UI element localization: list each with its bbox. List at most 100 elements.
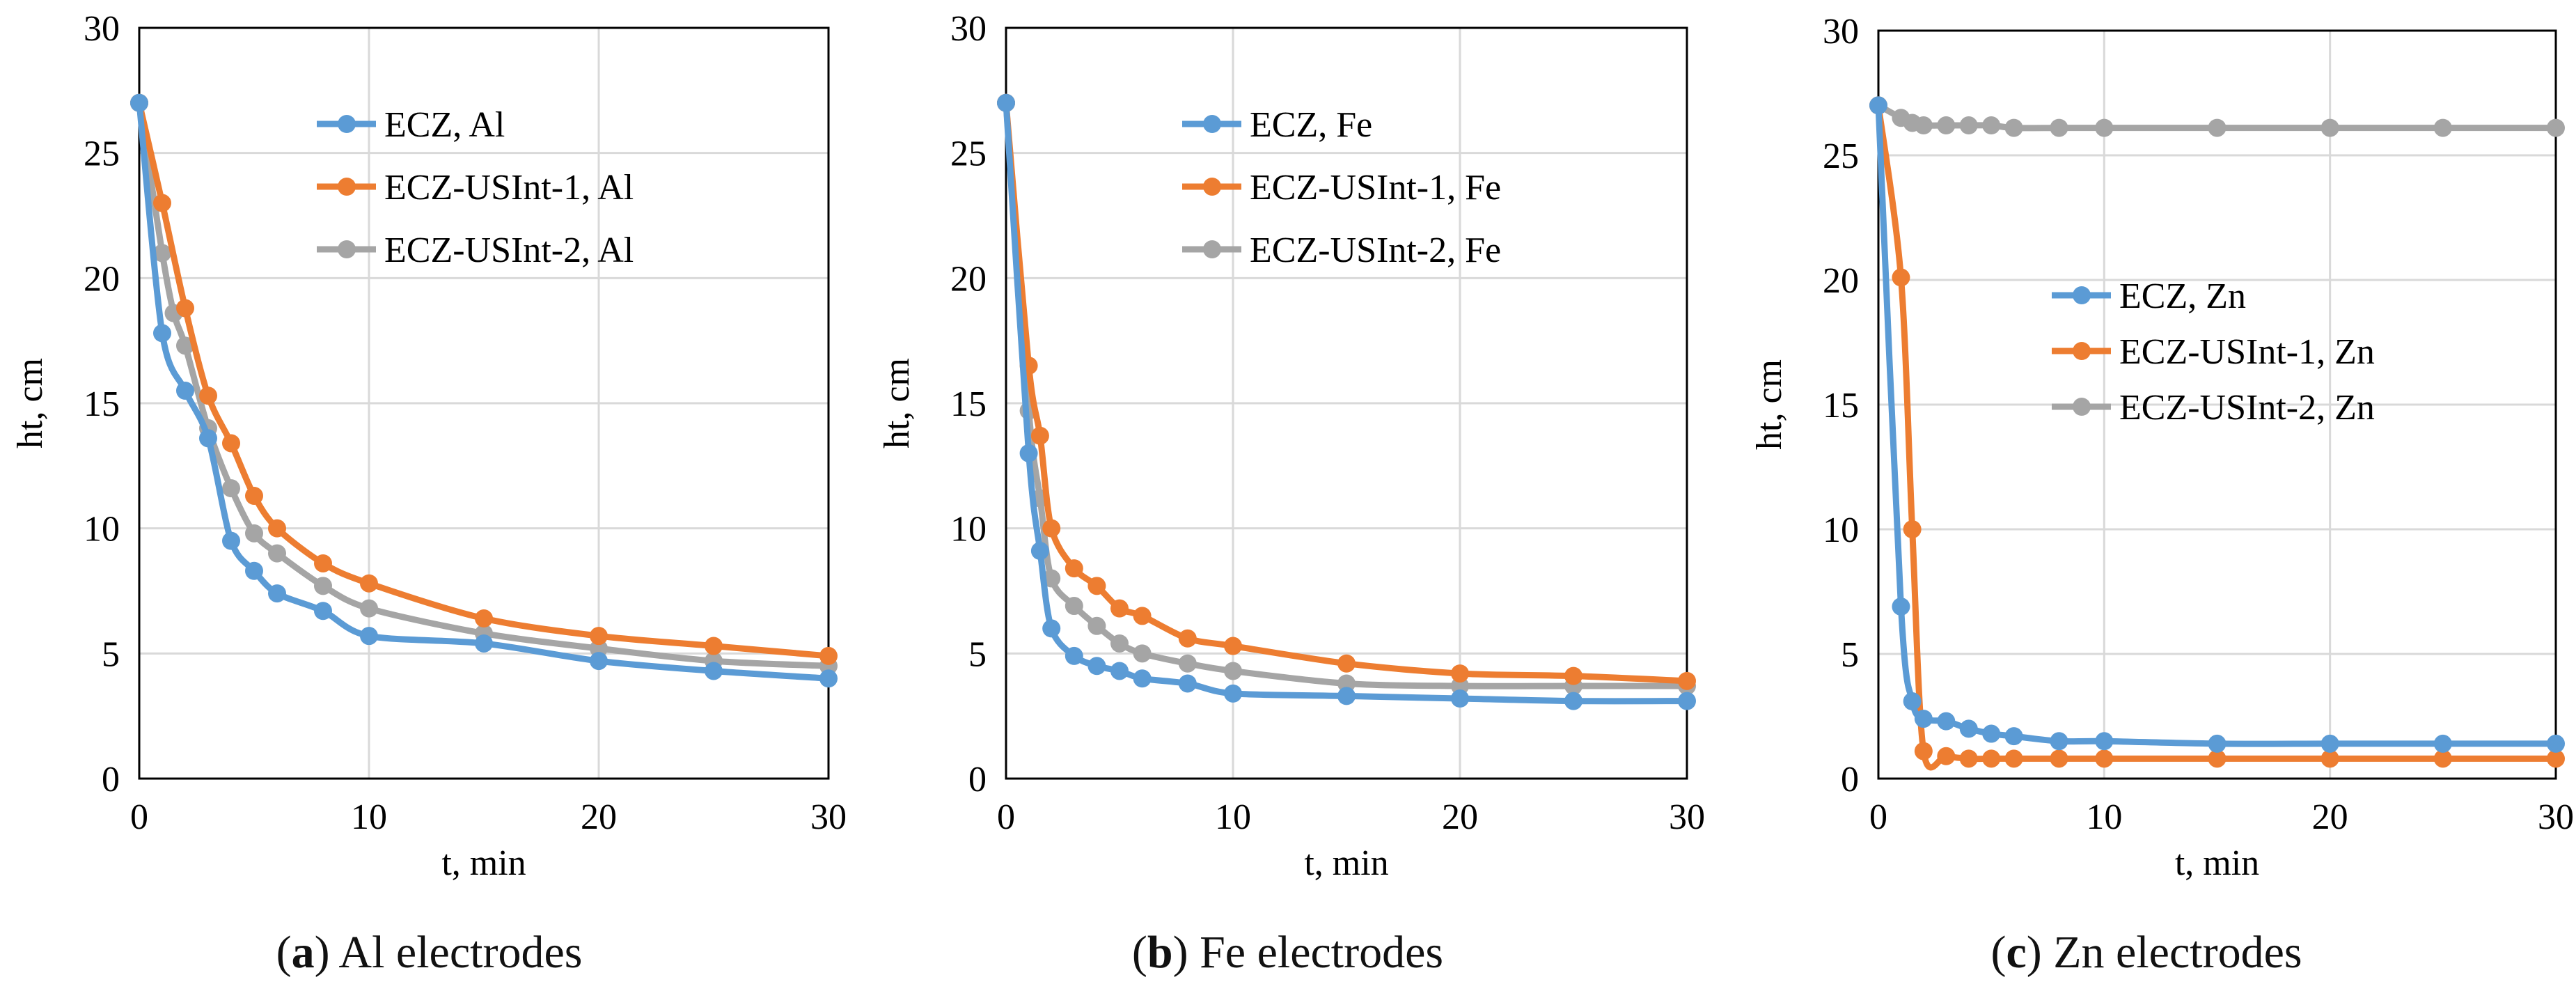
data-point bbox=[1982, 116, 2001, 135]
x-tick-label: 0 bbox=[1869, 797, 1887, 837]
y-tick-label: 20 bbox=[84, 259, 120, 299]
data-point bbox=[1937, 747, 1956, 765]
data-point bbox=[1224, 662, 1242, 680]
plot-area-frame bbox=[138, 26, 830, 780]
data-point bbox=[1982, 724, 2001, 743]
x-tick-label: 20 bbox=[2312, 797, 2348, 837]
data-point bbox=[1337, 687, 1356, 705]
data-point bbox=[1087, 577, 1106, 595]
data-point bbox=[1065, 646, 1083, 665]
x-tick-label: 0 bbox=[130, 797, 148, 837]
data-point bbox=[1042, 519, 1061, 538]
x-tick-label: 10 bbox=[351, 797, 387, 837]
y-tick-label: 10 bbox=[84, 510, 120, 549]
data-point bbox=[314, 554, 332, 572]
x-tick-label: 20 bbox=[581, 797, 617, 837]
data-point bbox=[360, 599, 378, 618]
data-point bbox=[360, 627, 378, 646]
y-tick-label: 5 bbox=[968, 634, 987, 674]
data-point bbox=[1959, 749, 1978, 768]
series-line-2 bbox=[1875, 104, 2556, 771]
data-point bbox=[1892, 597, 1910, 616]
data-point bbox=[1903, 520, 1922, 538]
data-point bbox=[153, 244, 171, 263]
data-point bbox=[1903, 692, 1922, 711]
data-point bbox=[153, 194, 171, 212]
data-point bbox=[2320, 749, 2339, 768]
data-point bbox=[2004, 118, 2023, 137]
data-point bbox=[176, 336, 194, 355]
y-tick-label: 5 bbox=[1841, 635, 1859, 675]
data-point bbox=[2095, 732, 2114, 751]
data-point bbox=[2208, 734, 2226, 753]
legend-swatch-marker bbox=[1203, 178, 1221, 196]
data-point bbox=[2547, 734, 2565, 753]
y-tick-label: 30 bbox=[84, 9, 120, 49]
data-point bbox=[1678, 692, 1696, 710]
data-point bbox=[222, 479, 240, 498]
data-point bbox=[1337, 674, 1356, 693]
data-point bbox=[2433, 118, 2452, 137]
legend-swatch-marker bbox=[1203, 240, 1221, 258]
data-point bbox=[222, 434, 240, 453]
caption-c: (c) Zn electrodes bbox=[1990, 927, 2302, 978]
data-point bbox=[268, 519, 286, 538]
data-point bbox=[1678, 671, 1696, 690]
data-point bbox=[1224, 684, 1242, 703]
legend-label: ECZ, Fe bbox=[1250, 105, 1372, 145]
data-point bbox=[2050, 749, 2068, 768]
data-point bbox=[222, 531, 240, 550]
data-point bbox=[1914, 710, 1933, 728]
data-point bbox=[2547, 118, 2565, 137]
x-tick-label: 30 bbox=[1669, 797, 1705, 837]
series-line-2 bbox=[136, 102, 829, 660]
caption-b-text: Fe electrodes bbox=[1200, 927, 1444, 978]
data-point bbox=[1178, 654, 1197, 673]
caption-a: (a) Al electrodes bbox=[276, 927, 583, 978]
data-point bbox=[2320, 734, 2339, 753]
data-point bbox=[997, 93, 1015, 112]
data-point bbox=[1110, 634, 1129, 653]
data-point bbox=[176, 382, 194, 400]
y-tick-label: 10 bbox=[1823, 510, 1859, 550]
y-tick-label: 20 bbox=[950, 259, 987, 299]
data-point bbox=[475, 634, 493, 653]
data-point bbox=[1451, 677, 1469, 696]
chart-panel-b: 0 5 10 15 20 25 30 0 10 20 30 t, min ht, cm ECZ, Fe EC… bbox=[858, 0, 1717, 991]
chart-a-svg: 0 5 10 15 20 25 30 0 10 20 30 t, min ht, cm ECZ, Al EC… bbox=[10, 9, 847, 883]
caption-b-letter: b bbox=[1147, 927, 1173, 978]
data-point bbox=[268, 544, 286, 563]
caption-c-text: Zn electrodes bbox=[2053, 927, 2302, 978]
y-tick-label: 30 bbox=[1823, 12, 1859, 52]
legend-label: ECZ-USInt-1, Al bbox=[384, 168, 634, 208]
y-tick-label: 0 bbox=[1841, 760, 1859, 799]
data-point bbox=[705, 662, 723, 680]
data-point bbox=[245, 524, 263, 543]
chart-b-svg: 0 5 10 15 20 25 30 0 10 20 30 t, min ht, cm ECZ, Fe EC… bbox=[877, 9, 1705, 883]
data-point bbox=[475, 609, 493, 628]
data-point bbox=[2095, 118, 2114, 137]
legend-label: ECZ, Zn bbox=[2119, 276, 2246, 316]
data-point bbox=[1110, 662, 1129, 680]
data-point bbox=[1133, 644, 1152, 663]
data-point bbox=[130, 93, 148, 112]
y-axis-title: ht, cm bbox=[877, 358, 917, 448]
caption-a-text: Al electrodes bbox=[338, 927, 583, 978]
x-tick-label: 10 bbox=[1215, 797, 1251, 837]
legend-label: ECZ, Al bbox=[384, 105, 505, 145]
data-point bbox=[2004, 727, 2023, 746]
y-tick-label: 20 bbox=[1823, 261, 1859, 301]
data-point bbox=[590, 652, 608, 671]
data-point bbox=[1065, 597, 1083, 616]
plot-area-frame bbox=[1005, 26, 1688, 780]
data-point bbox=[2208, 118, 2226, 137]
legend-swatch-marker bbox=[2073, 342, 2091, 360]
caption-c-letter: c bbox=[2006, 927, 2027, 978]
legend-swatch-marker bbox=[2073, 398, 2091, 416]
data-point bbox=[1564, 692, 1582, 710]
data-point bbox=[1959, 719, 1978, 738]
data-point bbox=[2208, 749, 2226, 768]
y-tick-label: 15 bbox=[950, 384, 987, 424]
data-point bbox=[2433, 734, 2452, 753]
